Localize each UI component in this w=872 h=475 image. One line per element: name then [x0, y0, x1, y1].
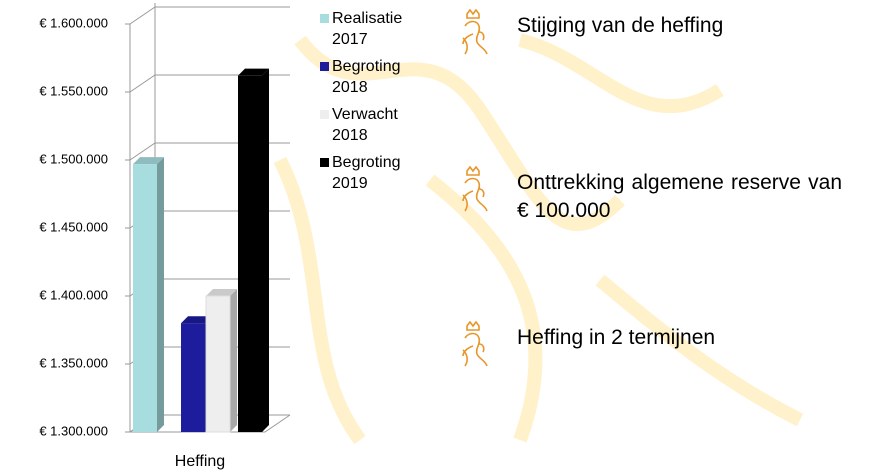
bullet-icon	[462, 320, 488, 367]
bar-side	[157, 157, 164, 432]
legend-item: Begroting 2019	[316, 152, 426, 194]
legend-label: Begroting 2018	[332, 58, 401, 96]
legend-swatch	[320, 62, 329, 71]
bar	[181, 323, 205, 432]
bar-side	[230, 289, 237, 432]
bullet-text: Heffing in 2 termijnen	[517, 326, 716, 349]
y-tick-label: € 1.550.000	[39, 83, 108, 98]
y-tick-label: € 1.450.000	[39, 219, 108, 234]
legend-swatch	[320, 110, 329, 119]
floor	[130, 414, 291, 433]
bullet-text: Stijging van de heffing	[517, 14, 724, 37]
watermark	[273, 33, 804, 445]
y-tick-label: € 1.350.000	[39, 355, 108, 370]
bar	[205, 295, 231, 433]
bar-side	[262, 68, 269, 433]
grid-line	[129, 6, 290, 25]
legend: Realisatie 2017 Begroting 2018 Verwacht 20…	[316, 8, 426, 200]
legend-item: Begroting 2018	[316, 56, 426, 98]
legend-swatch	[320, 158, 329, 167]
y-tick-label: € 1.400.000	[39, 287, 108, 302]
bullet-text: Onttrekking algemene reserve van € 100.0…	[517, 171, 842, 222]
bar-top	[206, 289, 237, 296]
bullet-icon	[462, 8, 488, 55]
bar-top	[181, 316, 212, 324]
bar-top	[238, 68, 269, 76]
bullet-icon	[462, 165, 488, 212]
y-tick-label: € 1.500.000	[39, 151, 108, 166]
bar-top	[133, 157, 164, 165]
y-tick-label: € 1.300.000	[39, 423, 108, 438]
x-tick-label: Heffing	[175, 453, 225, 470]
legend-label: Begroting 2019	[332, 154, 401, 192]
legend-item: Realisatie 2017	[316, 8, 426, 50]
legend-swatch	[320, 14, 329, 23]
bar	[238, 75, 262, 433]
legend-label: Verwacht 2018	[332, 106, 398, 144]
y-tick-label: € 1.600.000	[39, 15, 108, 30]
bar	[133, 164, 157, 432]
legend-label: Realisatie 2017	[332, 10, 403, 48]
legend-item: Verwacht 2018	[316, 104, 426, 146]
